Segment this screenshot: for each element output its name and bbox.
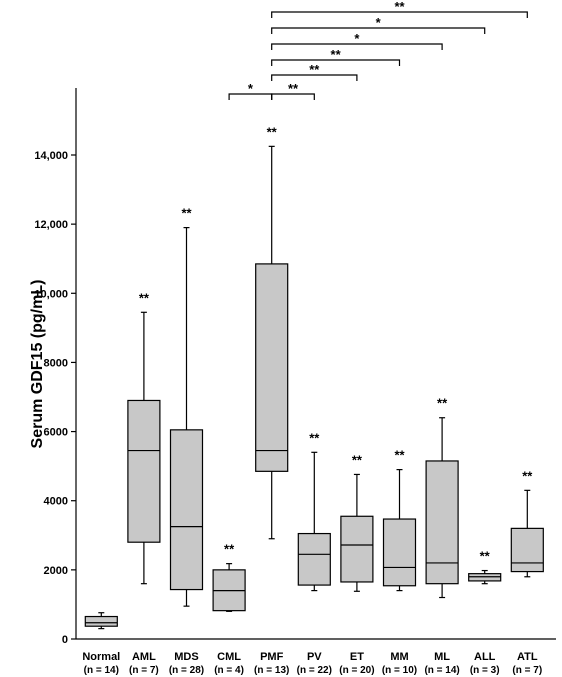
box-atl [510, 527, 544, 573]
category-label: CML [217, 651, 241, 663]
box-pv [297, 532, 331, 586]
comparison-bracket [271, 74, 358, 81]
y-ticks: 0 2000 4000 6000 8000 10,000 12,000 14,000 [34, 150, 76, 646]
x-labels: Normal (n = 14) AML (n = 7) MDS (n = 28) CML (n… [82, 651, 542, 676]
y-tick-label: 2000 [44, 565, 68, 577]
significance-mark: ** [394, 448, 405, 463]
significance-mark: ** [522, 468, 533, 483]
comparison-bracket [271, 11, 528, 18]
n-label: (n = 7) [512, 665, 542, 676]
significance-mark: ** [352, 452, 363, 467]
comparison-significance: * [376, 15, 382, 30]
y-tick-label: 6000 [44, 427, 68, 439]
comparison-bracket [271, 93, 315, 100]
significance-mark: ** [437, 396, 448, 411]
category-label: ML [434, 651, 450, 663]
n-label: (n = 4) [214, 665, 244, 676]
category-label: PMF [260, 651, 284, 663]
category-label: ALL [474, 651, 496, 663]
category-label: PV [307, 651, 322, 663]
n-label: (n = 10) [382, 665, 417, 676]
significance-mark: ** [480, 549, 491, 564]
n-label: (n = 14) [424, 665, 459, 676]
box-mm [382, 518, 417, 587]
y-tick-label: 10,000 [34, 288, 68, 300]
comparison-bracket [271, 59, 401, 66]
category-label: AML [132, 651, 156, 663]
comparison-significance: ** [288, 81, 299, 96]
comparison-significance: * [354, 31, 360, 46]
category-label: ET [350, 651, 364, 663]
comparison-significance: ** [394, 0, 405, 14]
significance-brackets: * ********** [228, 0, 528, 100]
y-tick-label: 0 [62, 634, 68, 646]
y-tick-label: 4000 [44, 496, 68, 508]
y-tick-label: 12,000 [34, 219, 68, 231]
box-normal [84, 615, 118, 627]
n-label: (n = 28) [169, 665, 204, 676]
y-tick-label: 8000 [44, 357, 68, 369]
significance-mark: ** [181, 206, 192, 221]
n-label: (n = 20) [339, 665, 374, 676]
comparison-significance: ** [309, 62, 320, 77]
box-ml [425, 460, 459, 585]
box-aml [127, 399, 161, 543]
y-axis-label: Serum GDF15 (pg/mL) [29, 280, 46, 449]
significance-mark: ** [224, 542, 235, 557]
n-label: (n = 22) [297, 665, 332, 676]
comparison-bracket [271, 43, 443, 50]
category-label: MDS [174, 651, 198, 663]
n-label: (n = 13) [254, 665, 289, 676]
significance-mark: ** [309, 430, 320, 445]
significance-mark: ** [267, 124, 278, 139]
comparison-bracket [271, 27, 486, 34]
category-label: ATL [517, 651, 538, 663]
boxes: ** ** ** ** ** ** ** ** ** ** [84, 124, 544, 630]
category-label: MM [390, 651, 408, 663]
comparison-significance: ** [331, 47, 342, 62]
n-label: (n = 14) [84, 665, 119, 676]
box-et [340, 515, 374, 583]
comparison-significance: * [248, 81, 254, 96]
significance-mark: ** [139, 290, 150, 305]
n-label: (n = 7) [129, 665, 159, 676]
y-tick-label: 14,000 [34, 150, 68, 162]
n-label: (n = 3) [470, 665, 500, 676]
category-label: Normal [82, 651, 120, 663]
box-mds [169, 429, 204, 591]
box-pmf [255, 263, 289, 472]
axes [75, 88, 556, 640]
